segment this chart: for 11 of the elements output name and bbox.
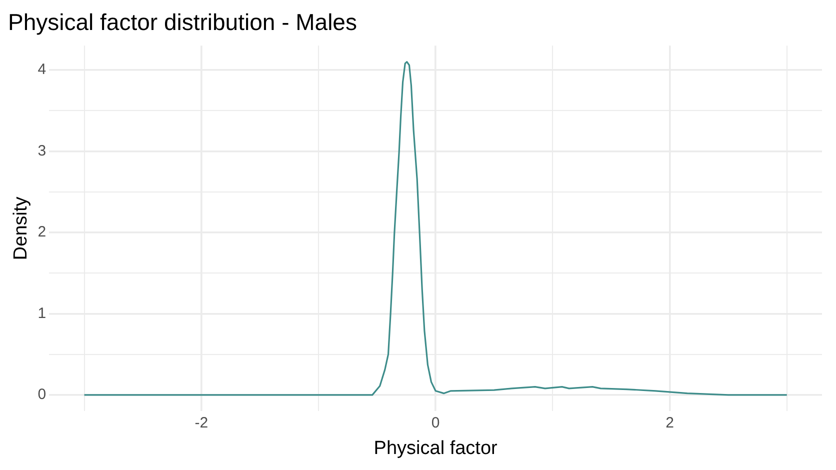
y-tick-label: 4	[38, 61, 46, 78]
y-axis-title: Density	[10, 196, 32, 260]
y-tick-label: 2	[38, 224, 46, 241]
chart-title: Physical factor distribution - Males	[8, 9, 357, 36]
y-tick-label: 3	[38, 142, 46, 160]
y-tick-label: 1	[38, 304, 46, 322]
y-tick-label: 0	[38, 386, 46, 404]
x-tick-label: -2	[194, 414, 208, 432]
x-tick-label: 2	[666, 414, 674, 432]
x-tick-label: 0	[431, 414, 440, 432]
x-axis-title: Physical factor	[374, 438, 498, 459]
